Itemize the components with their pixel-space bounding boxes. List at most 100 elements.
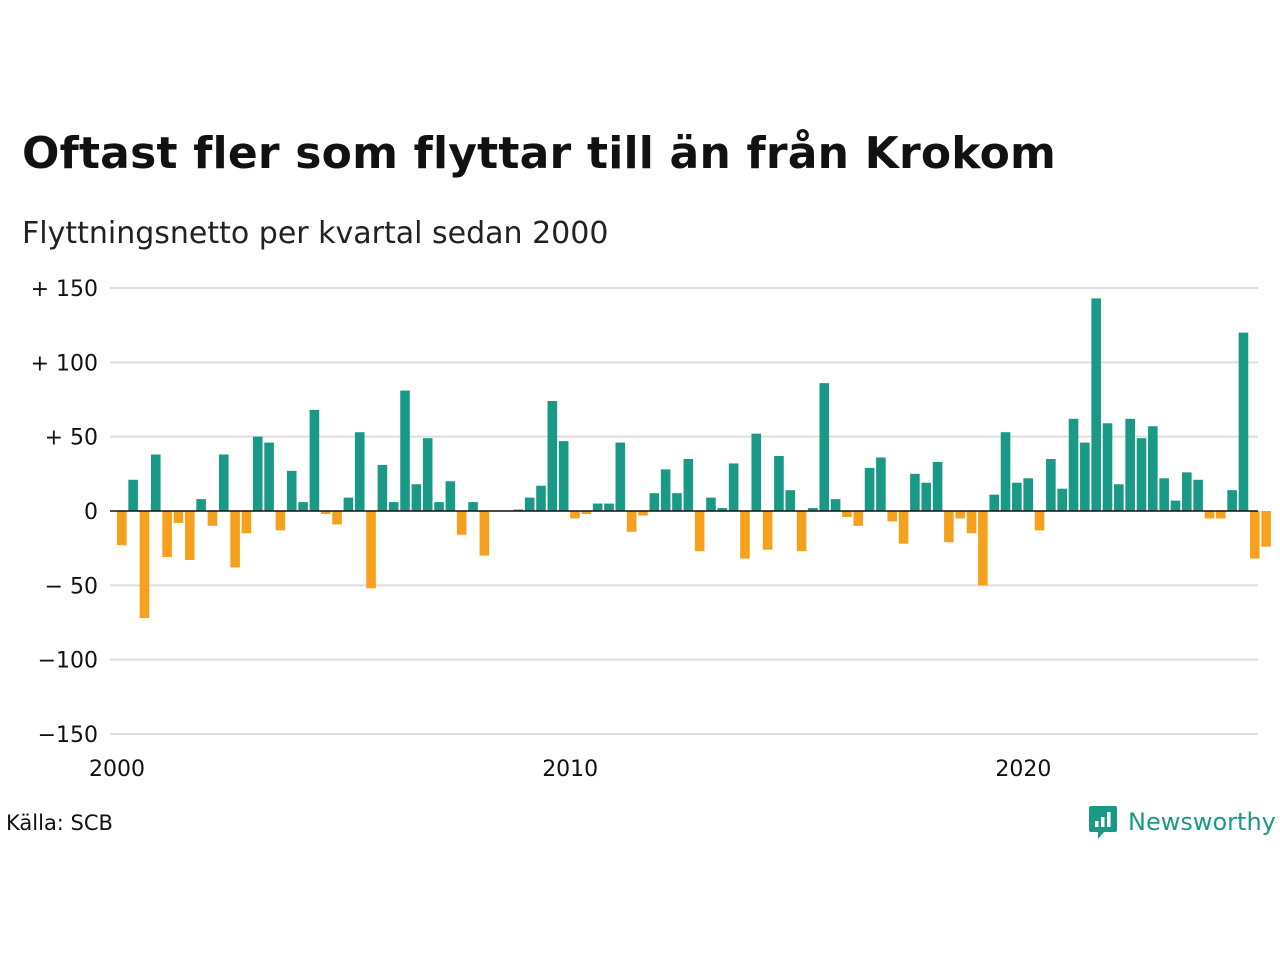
bar xyxy=(1159,478,1169,511)
bar xyxy=(921,482,932,511)
bar xyxy=(592,503,603,511)
bar xyxy=(910,473,920,511)
bar xyxy=(1261,511,1271,547)
bar xyxy=(411,484,422,511)
bar xyxy=(1091,298,1101,511)
bar xyxy=(343,497,354,511)
bar xyxy=(1136,438,1147,511)
bar xyxy=(966,511,977,534)
y-tick-label: − 50 xyxy=(45,574,98,599)
newsworthy-logo[interactable]: Newsworthy xyxy=(1088,804,1276,840)
bar xyxy=(150,454,161,511)
bar xyxy=(649,493,660,511)
newsworthy-logo-icon xyxy=(1089,806,1117,839)
y-tick-label: + 150 xyxy=(31,277,98,302)
bar xyxy=(706,497,716,511)
bar xyxy=(1080,442,1090,511)
bar xyxy=(377,464,388,511)
gridlines xyxy=(110,287,1258,735)
bar xyxy=(728,463,739,511)
bar xyxy=(989,494,1000,511)
bar xyxy=(354,432,365,511)
bar xyxy=(252,436,263,511)
bar xyxy=(638,511,648,516)
bar xyxy=(479,511,490,556)
bar xyxy=(230,511,240,568)
bar-chart: + 150 + 100 + 50 0 − 50 −100 −150 2000 2010 2020 xyxy=(31,277,1271,782)
bar xyxy=(332,511,342,525)
bar xyxy=(445,481,456,511)
bar xyxy=(173,511,184,523)
x-tick-label: 2010 xyxy=(542,757,598,782)
bar xyxy=(241,511,252,534)
bar xyxy=(672,493,682,511)
bar xyxy=(751,433,762,511)
bar xyxy=(887,511,898,522)
bar xyxy=(1216,511,1226,519)
bar xyxy=(932,461,943,511)
bar xyxy=(275,511,286,531)
x-tick-label: 2020 xyxy=(995,757,1051,782)
y-tick-label: −100 xyxy=(38,649,98,674)
bar xyxy=(615,442,626,511)
bar xyxy=(366,511,376,589)
bar xyxy=(1227,490,1237,511)
bar xyxy=(1012,482,1022,511)
bar xyxy=(1125,418,1135,511)
bar xyxy=(785,490,796,511)
bar xyxy=(320,511,331,514)
bar xyxy=(604,503,614,511)
bar xyxy=(694,511,705,552)
bar xyxy=(955,511,966,519)
bar xyxy=(1182,472,1192,511)
bar xyxy=(456,511,467,535)
x-axis: 2000 2010 2020 xyxy=(89,757,1051,782)
bar xyxy=(626,511,637,532)
bar xyxy=(139,511,150,619)
y-tick-label: −150 xyxy=(38,723,98,748)
bar xyxy=(547,400,558,511)
bar xyxy=(422,438,433,511)
bar xyxy=(117,511,127,546)
bar xyxy=(434,502,444,511)
bar xyxy=(774,455,784,511)
bar xyxy=(196,499,206,511)
bar xyxy=(581,511,592,514)
bar xyxy=(1000,432,1011,511)
bar xyxy=(162,511,172,558)
bar xyxy=(400,390,410,511)
bar xyxy=(128,479,138,511)
bar xyxy=(536,485,546,511)
bar xyxy=(1238,332,1249,511)
bar xyxy=(808,508,818,511)
bar xyxy=(286,470,297,511)
bar xyxy=(184,511,195,561)
bar xyxy=(1193,479,1203,511)
bar xyxy=(1023,478,1033,511)
bars xyxy=(117,298,1271,619)
bar xyxy=(944,511,954,543)
bar xyxy=(876,457,886,511)
bar xyxy=(468,502,478,511)
bar xyxy=(683,458,694,511)
bar xyxy=(1148,426,1158,511)
bar xyxy=(978,511,988,586)
bar xyxy=(218,454,229,511)
bar xyxy=(830,499,841,511)
bar xyxy=(898,511,909,544)
bar xyxy=(1046,458,1056,511)
chart-subtitle: Flyttningsnetto per kvartal sedan 2000 xyxy=(22,216,609,251)
bar xyxy=(1250,511,1260,559)
bar xyxy=(1057,488,1067,511)
bar xyxy=(558,441,569,511)
bar xyxy=(762,511,773,550)
bar xyxy=(819,383,830,511)
bar xyxy=(1102,423,1113,511)
bar xyxy=(524,497,535,511)
bar xyxy=(207,511,218,526)
bar xyxy=(1170,500,1181,511)
bar xyxy=(796,511,807,552)
bar xyxy=(1068,418,1079,511)
y-tick-label: + 50 xyxy=(45,426,98,451)
y-tick-label: + 100 xyxy=(31,351,98,376)
